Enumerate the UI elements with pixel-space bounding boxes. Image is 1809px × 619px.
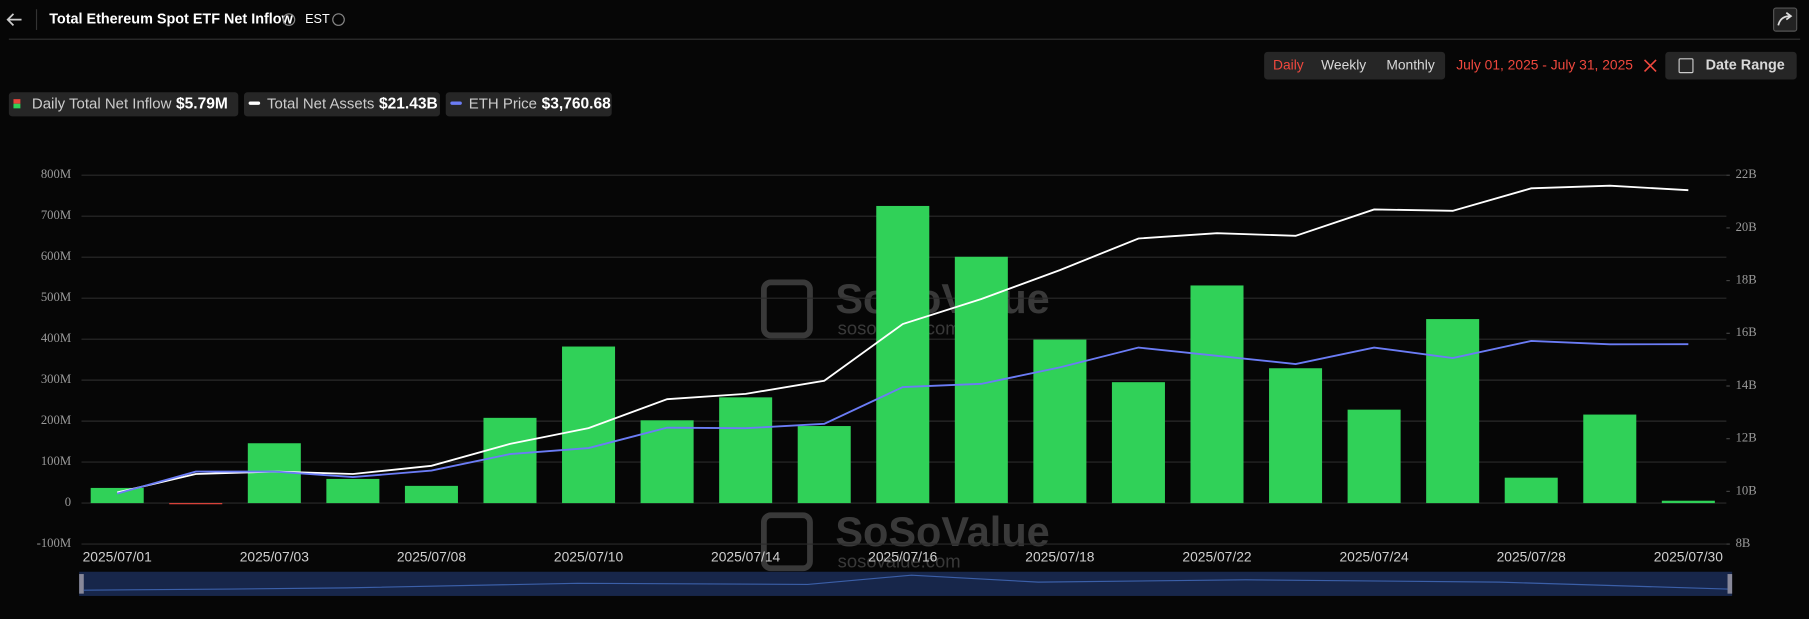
watermark-logo (760, 279, 813, 339)
bar (640, 420, 694, 504)
x-tick-label: 2025/07/24 (1340, 549, 1410, 565)
bar (1111, 382, 1165, 504)
bar (169, 503, 223, 505)
back-button[interactable] (6, 13, 22, 26)
period-monthly[interactable]: Monthly (1386, 56, 1435, 72)
x-tick-label: 2025/07/28 (1497, 549, 1567, 565)
line (116, 340, 1689, 495)
x-tick-label: 2025/07/08 (397, 549, 467, 565)
bar (1426, 319, 1480, 504)
share-button[interactable] (1773, 7, 1798, 32)
y2-tick-label: 14B (1736, 378, 1757, 392)
legend-chip (445, 92, 612, 117)
legend-swatch (450, 101, 462, 105)
info-icon[interactable] (282, 13, 296, 26)
legend-swatch (13, 99, 21, 104)
bar (90, 487, 144, 504)
bar (719, 397, 773, 504)
bar (1504, 477, 1558, 504)
x-tick-label: 2025/07/03 (240, 549, 310, 565)
legend-value: $3,760.68 (542, 95, 612, 112)
y2-tick-label: 12B (1736, 431, 1757, 445)
y2-tick-label: 22B (1736, 167, 1757, 181)
date-range-button[interactable] (1665, 51, 1797, 80)
y2-tick-label: 18B (1736, 273, 1757, 287)
bar (1347, 409, 1401, 504)
y2-tick-label: 16B (1736, 325, 1757, 339)
y-tick-label: 600M (41, 249, 71, 263)
bar (326, 478, 380, 504)
y-tick-label: 100M (41, 454, 71, 468)
y2-tick-label: 20B (1736, 220, 1757, 234)
watermark-brand: SoSoValue (835, 508, 1049, 555)
title: Total Ethereum Spot ETF Net Inflow (49, 11, 293, 27)
y2-tick-label: 8B (1736, 536, 1751, 550)
calendar-icon (1678, 58, 1694, 74)
watermark-url: sosovalue.com (838, 550, 961, 571)
x-tick-label: 2025/07/22 (1182, 549, 1251, 565)
bar (1583, 414, 1637, 504)
y-tick-label: 700M (41, 208, 71, 222)
date-range-text: July 01, 2025 - July 31, 2025 (1456, 56, 1633, 72)
watermark-logo (760, 512, 813, 572)
x-tick-label: 2025/07/18 (1025, 549, 1095, 565)
y-tick-label: 400M (41, 331, 71, 345)
bar (1269, 368, 1323, 504)
legend-value: $21.43B (379, 95, 438, 112)
clear-date[interactable] (1643, 59, 1657, 73)
x-tick-label: 2025/07/10 (554, 549, 624, 565)
y-tick-label: 800M (41, 167, 71, 181)
legend-swatch (248, 101, 261, 105)
bar (1190, 285, 1244, 504)
y2-tick-label: 10B (1736, 483, 1757, 497)
y-tick-label: 300M (41, 372, 71, 386)
legend-chip (244, 92, 440, 117)
x-tick-label: 2025/07/14 (711, 549, 781, 565)
legend-swatch (13, 103, 21, 109)
bar (876, 205, 930, 504)
x-tick-label: 2025/07/16 (868, 549, 938, 565)
navigator-handle[interactable] (79, 574, 84, 594)
bar (1661, 500, 1715, 504)
y-tick-label: 200M (41, 413, 71, 427)
bar (797, 426, 851, 504)
y-tick-label: 0 (65, 495, 71, 509)
legend-value: $5.79M (176, 95, 228, 112)
legend-name: Total Net Assets (267, 95, 374, 112)
legend-name: Daily Total Net Inflow (32, 95, 172, 112)
navigator-handle[interactable] (1727, 574, 1733, 594)
date-range-label: Date Range (1706, 58, 1785, 74)
timezone: EST (305, 12, 330, 26)
x-tick-label: 2025/07/01 (83, 549, 153, 565)
period-weekly[interactable]: Weekly (1321, 56, 1366, 72)
legend-chip (8, 92, 239, 117)
bar (483, 417, 537, 504)
legend-name: ETH Price (469, 95, 537, 112)
period-switch (1264, 51, 1446, 80)
share-icon (1777, 11, 1793, 26)
x-tick-label: 2025/07/30 (1654, 549, 1724, 565)
period-daily[interactable]: Daily (1273, 56, 1304, 72)
y-tick-label: -100M (37, 536, 71, 550)
bar (1033, 339, 1087, 504)
info-icon[interactable] (332, 13, 345, 26)
bar (404, 485, 458, 504)
line (116, 184, 1689, 494)
bar (562, 346, 616, 504)
navigator-outline (83, 574, 1728, 591)
y-tick-label: 500M (41, 290, 71, 304)
